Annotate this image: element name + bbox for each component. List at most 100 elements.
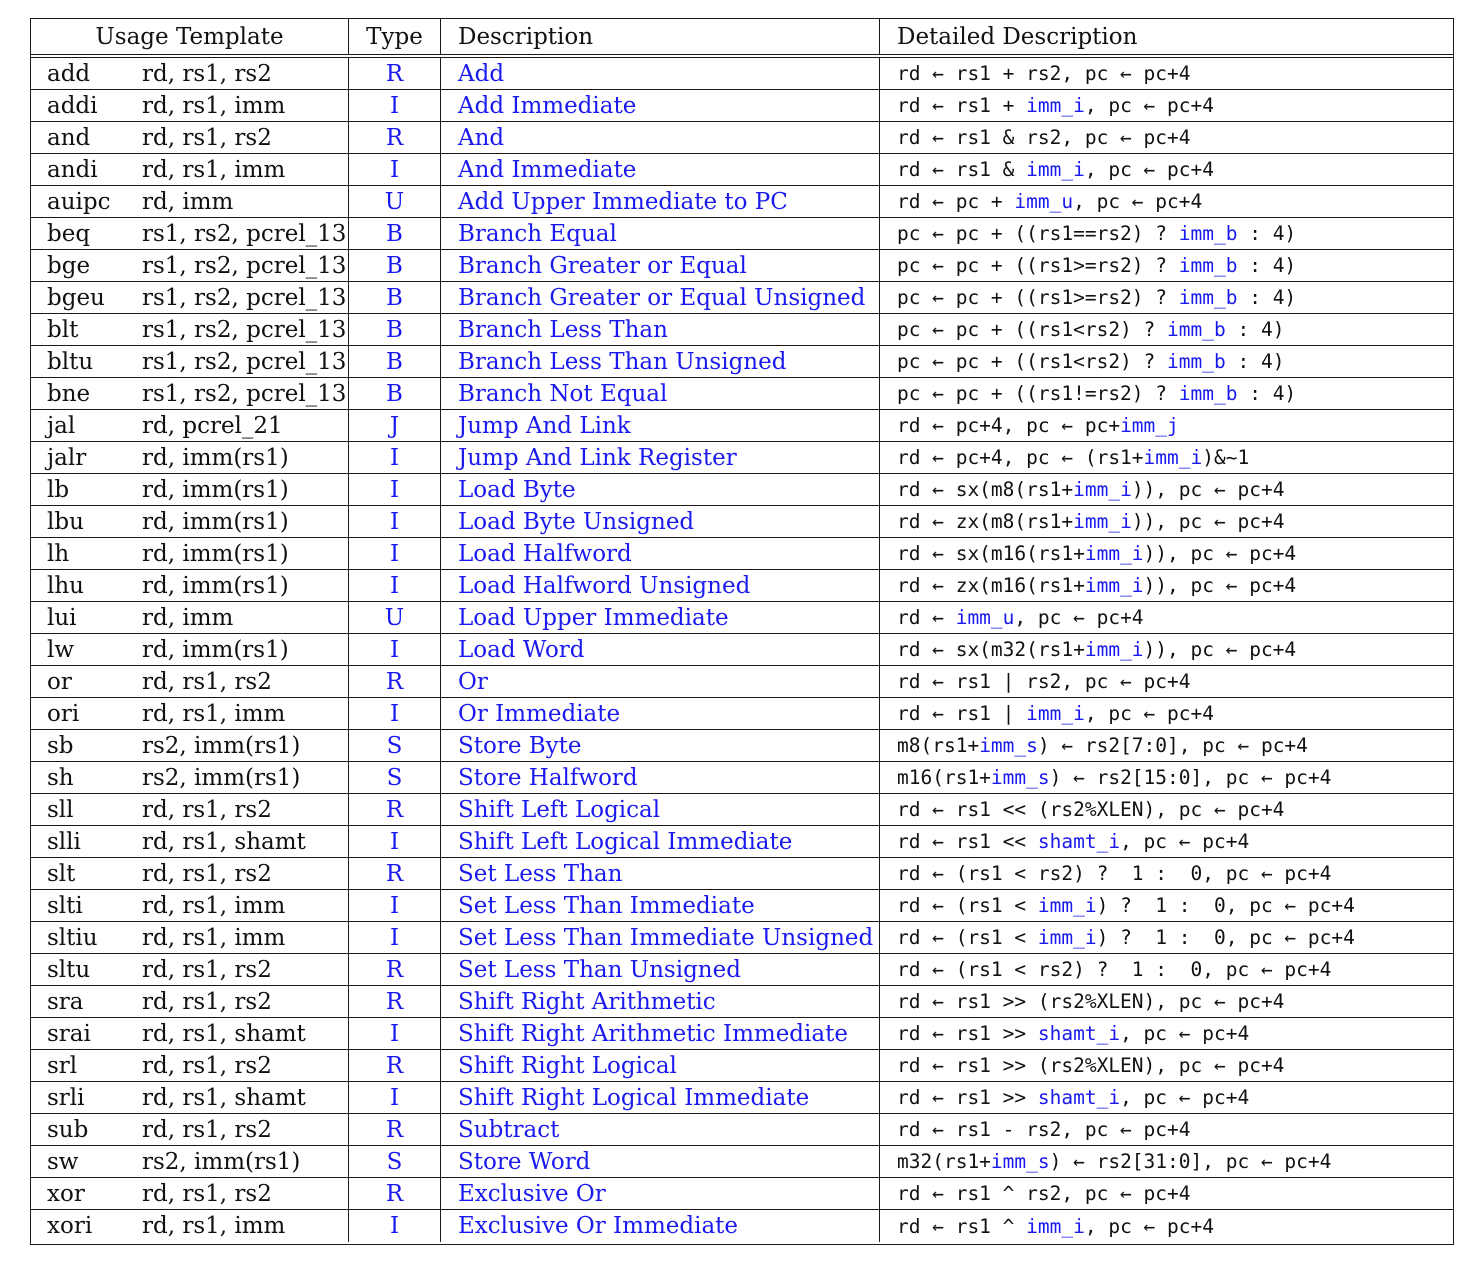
description-link[interactable]: Load Byte: [458, 476, 576, 503]
immediate-link[interactable]: imm_i: [1037, 894, 1097, 917]
description-link[interactable]: Or: [458, 668, 488, 695]
type-link[interactable]: I: [389, 508, 400, 535]
description-link[interactable]: Set Less Than Unsigned: [458, 956, 741, 983]
type-link[interactable]: R: [385, 1052, 404, 1079]
description-link[interactable]: Branch Less Than Unsigned: [458, 348, 787, 375]
immediate-link[interactable]: imm_i: [1084, 542, 1144, 565]
immediate-link[interactable]: imm_j: [1120, 414, 1179, 437]
type-link[interactable]: J: [389, 412, 400, 439]
immediate-link[interactable]: imm_i: [1084, 638, 1144, 661]
immediate-link[interactable]: shamt_i: [1037, 830, 1121, 853]
type-link[interactable]: I: [389, 572, 400, 599]
type-link[interactable]: I: [389, 828, 400, 855]
description-link[interactable]: Add Upper Immediate to PC: [458, 188, 788, 215]
immediate-link[interactable]: imm_s: [990, 766, 1050, 789]
type-link[interactable]: R: [385, 60, 404, 87]
immediate-link[interactable]: imm_i: [1026, 1214, 1085, 1238]
type-link[interactable]: I: [389, 924, 400, 951]
type-link[interactable]: U: [384, 188, 405, 215]
immediate-link[interactable]: imm_b: [1167, 318, 1226, 341]
immediate-link[interactable]: imm_i: [1026, 94, 1085, 117]
description-link[interactable]: Shift Left Logical: [458, 796, 661, 823]
type-link[interactable]: R: [385, 988, 404, 1015]
description-link[interactable]: Shift Right Logical: [458, 1052, 677, 1079]
description-link[interactable]: Jump And Link Register: [458, 444, 737, 471]
type-link[interactable]: B: [386, 380, 403, 407]
type-link[interactable]: S: [386, 732, 403, 759]
type-link[interactable]: B: [386, 220, 403, 247]
type-link[interactable]: R: [385, 860, 404, 887]
immediate-link[interactable]: imm_b: [1178, 382, 1238, 405]
description-link[interactable]: Store Word: [458, 1148, 591, 1175]
type-link[interactable]: R: [385, 796, 404, 823]
description-link[interactable]: Exclusive Or Immediate: [458, 1213, 739, 1239]
description-link[interactable]: Subtract: [458, 1116, 560, 1143]
description-link[interactable]: Load Halfword: [458, 540, 632, 567]
description-link[interactable]: Branch Equal: [458, 220, 617, 247]
type-link[interactable]: B: [386, 252, 403, 279]
description-link[interactable]: Branch Less Than: [458, 316, 668, 343]
type-link[interactable]: I: [389, 444, 400, 471]
type-link[interactable]: I: [389, 92, 400, 119]
type-link[interactable]: B: [386, 348, 403, 375]
immediate-link[interactable]: imm_b: [1178, 286, 1238, 309]
immediate-link[interactable]: imm_u: [1014, 190, 1074, 213]
immediate-link[interactable]: imm_b: [1167, 350, 1226, 373]
type-link[interactable]: I: [389, 1020, 400, 1047]
description-link[interactable]: Load Byte Unsigned: [458, 508, 695, 535]
type-link[interactable]: U: [384, 604, 405, 631]
type-link[interactable]: R: [385, 1116, 404, 1143]
description-link[interactable]: Or Immediate: [458, 700, 621, 727]
description-link[interactable]: Load Halfword Unsigned: [458, 572, 751, 599]
type-link[interactable]: R: [385, 124, 404, 151]
immediate-link[interactable]: imm_i: [1073, 510, 1132, 533]
immediate-link[interactable]: imm_i: [1143, 446, 1203, 469]
description-link[interactable]: Load Upper Immediate: [458, 604, 729, 631]
description-link[interactable]: Branch Not Equal: [458, 380, 668, 407]
description-link[interactable]: Shift Left Logical Immediate: [458, 828, 793, 855]
type-link[interactable]: R: [385, 668, 404, 695]
description-link[interactable]: Add Immediate: [458, 92, 637, 119]
type-link[interactable]: S: [386, 1148, 403, 1175]
description-link[interactable]: Load Word: [458, 636, 585, 663]
description-link[interactable]: Branch Greater or Equal Unsigned: [458, 284, 866, 311]
type-link[interactable]: R: [385, 956, 404, 983]
description-link[interactable]: Branch Greater or Equal: [458, 252, 747, 279]
immediate-link[interactable]: shamt_i: [1037, 1022, 1121, 1045]
immediate-link[interactable]: imm_s: [990, 1150, 1050, 1173]
type-link[interactable]: B: [386, 284, 403, 311]
description-link[interactable]: Store Halfword: [458, 764, 638, 791]
immediate-link[interactable]: shamt_i: [1037, 1086, 1121, 1109]
immediate-link[interactable]: imm_i: [1084, 574, 1144, 597]
description-link[interactable]: Store Byte: [458, 732, 582, 759]
immediate-link[interactable]: imm_i: [1026, 158, 1085, 181]
type-link[interactable]: S: [386, 764, 403, 791]
type-link[interactable]: B: [386, 316, 403, 343]
description-link[interactable]: Set Less Than Immediate: [458, 892, 755, 919]
immediate-link[interactable]: imm_b: [1178, 222, 1238, 245]
type-link[interactable]: I: [389, 700, 400, 727]
immediate-link[interactable]: imm_s: [979, 734, 1038, 757]
description-link[interactable]: Exclusive Or: [458, 1180, 606, 1207]
description-link[interactable]: Shift Right Logical Immediate: [458, 1084, 810, 1111]
immediate-link[interactable]: imm_i: [1073, 478, 1132, 501]
description-link[interactable]: Add: [458, 60, 505, 87]
description-link[interactable]: Shift Right Arithmetic: [458, 988, 716, 1015]
description-link[interactable]: Set Less Than Immediate Unsigned: [458, 924, 874, 951]
description-link[interactable]: Set Less Than: [458, 860, 623, 887]
immediate-link[interactable]: imm_u: [955, 606, 1015, 629]
type-link[interactable]: I: [389, 540, 400, 567]
description-link[interactable]: Shift Right Arithmetic Immediate: [458, 1020, 848, 1047]
type-link[interactable]: R: [385, 1180, 404, 1207]
description-link[interactable]: And Immediate: [458, 156, 637, 183]
description-link[interactable]: Jump And Link: [458, 412, 631, 439]
type-link[interactable]: I: [389, 476, 400, 503]
type-link[interactable]: I: [389, 1213, 400, 1239]
immediate-link[interactable]: imm_i: [1037, 926, 1097, 949]
immediate-link[interactable]: imm_i: [1026, 702, 1085, 725]
type-link[interactable]: I: [389, 636, 400, 663]
type-link[interactable]: I: [389, 892, 400, 919]
type-link[interactable]: I: [389, 1084, 400, 1111]
immediate-link[interactable]: imm_b: [1178, 254, 1238, 277]
type-link[interactable]: I: [389, 156, 400, 183]
